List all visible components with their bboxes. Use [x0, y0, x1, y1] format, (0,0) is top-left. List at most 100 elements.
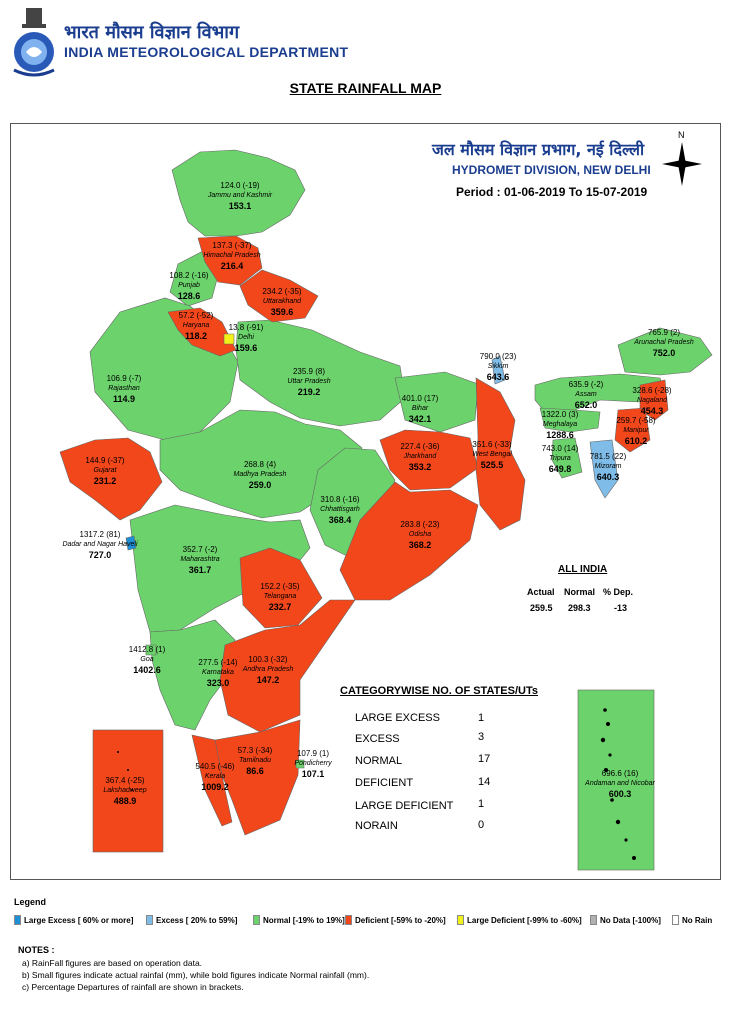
- state-delhi: [223, 333, 235, 345]
- category-label: NORMAL: [355, 755, 403, 767]
- state-label-punjab: 108.2 (-16) Punjab 128.6: [144, 271, 234, 301]
- state-name: West Bengal: [472, 451, 512, 458]
- state-label-jammu-and-kashmir: 124.0 (-19) Jammu and Kashmir 153.1: [195, 181, 285, 211]
- all-india-header-dep: % Dep.: [603, 587, 634, 597]
- state-bihar: [394, 371, 479, 433]
- state-normal: 1402.6: [133, 665, 161, 675]
- svg-text:N: N: [678, 130, 685, 140]
- state-kerala: [191, 734, 233, 827]
- state-actual: 144.9 (-37): [85, 456, 125, 465]
- state-label-kerala: 540.5 (-46) Kerala 1009.2: [170, 762, 260, 792]
- state-label-uttar-pradesh: 235.9 (8) Uttar Pradesh 219.2: [264, 367, 354, 397]
- period-label: Period : 01-06-2019 To 15-07-2019: [456, 185, 648, 199]
- state-label-tamilnadu: 57.3 (-34) Tamilnadu 86.6: [210, 746, 300, 776]
- legend-item: Normal [-19% to 19%]: [253, 915, 345, 925]
- state-normal: 219.2: [297, 387, 321, 397]
- state-name: Himachal Pradesh: [203, 252, 261, 259]
- state-name: Jammu and Kashmir: [207, 192, 273, 199]
- state-actual: 1412.8 (1): [128, 645, 166, 654]
- state-normal: 368.4: [328, 515, 352, 525]
- state-andhra: [219, 599, 356, 733]
- all-india-dep: -13: [614, 603, 628, 613]
- category-count: 1: [478, 798, 485, 810]
- state-tripura: [551, 437, 583, 479]
- legend-swatch: [345, 915, 352, 925]
- state-name: Uttar Pradesh: [287, 378, 331, 385]
- org-name-english: INDIA METEOROLOGICAL DEPARTMENT: [64, 44, 349, 60]
- state-label-delhi: 13.8 (-91) Delhi 159.6: [201, 323, 291, 353]
- state-label-pondicherry: 107.9 (1) Pondicherry 107.1: [268, 749, 358, 779]
- category-label: DEFICIENT: [355, 777, 414, 789]
- state-actual: 13.8 (-91): [228, 323, 264, 332]
- state-name: Manipur: [623, 427, 649, 434]
- legend-swatch: [253, 915, 260, 925]
- legend-item: Excess [ 20% to 59%]: [146, 915, 237, 925]
- state-actual: 328.6 (-28): [632, 386, 672, 395]
- state-name: Chhattisgarh: [320, 506, 360, 513]
- state-name: Goa: [140, 656, 154, 663]
- state-normal: 342.1: [408, 414, 432, 424]
- state-name: Sikkim: [487, 363, 509, 370]
- state-actual: 781.5 (22): [589, 452, 627, 461]
- state-mizoram: [589, 439, 619, 499]
- category-count: 14: [478, 776, 491, 788]
- state-telangana: [239, 547, 323, 629]
- state-normal: 259.0: [248, 480, 272, 490]
- state-name: Delhi: [238, 334, 254, 341]
- state-sikkim: [491, 355, 506, 385]
- legend-swatch: [457, 915, 464, 925]
- state-haryana: [167, 307, 237, 357]
- state-normal: 114.9: [112, 394, 136, 404]
- state-normal: 353.2: [408, 462, 432, 472]
- state-actual: 124.0 (-19): [220, 181, 260, 190]
- page-title: STATE RAINFALL MAP: [289, 80, 442, 96]
- legend-label: No Data [-100%]: [600, 915, 661, 925]
- state-normal: 525.5: [480, 460, 504, 470]
- state-label-himachal-pradesh: 137.3 (-37) Himachal Pradesh 216.4: [187, 241, 277, 271]
- note-item: b) Small figures indicate actual rainfal…: [22, 970, 370, 980]
- state-actual: 137.3 (-37): [212, 241, 252, 250]
- state-normal: 368.2: [408, 540, 432, 550]
- state-label-maharashtra: 352.7 (-2) Maharashtra 361.7: [155, 545, 245, 575]
- legend-label: Deficient [-59% to -20%]: [355, 915, 446, 925]
- state-label-rajasthan: 106.9 (-7) Rajasthan 114.9: [79, 374, 169, 404]
- division-name-hindi: जल मौसम विज्ञान प्रभाग, नई दिल्ली: [432, 140, 645, 159]
- all-india-header-actual: Actual: [527, 587, 555, 597]
- state-actual: 234.2 (-35): [262, 287, 302, 296]
- state-label-lakshadweep: 367.4 (-25) Lakshadweep 488.9: [80, 776, 170, 806]
- state-name: Bihar: [411, 405, 429, 412]
- map-frame: [10, 123, 721, 880]
- state-himachal: [197, 235, 263, 286]
- state-normal: 107.1: [301, 769, 325, 779]
- state-normal: 231.2: [93, 476, 117, 486]
- state-name: Andaman and Nicobar: [585, 780, 655, 787]
- state-actual: 351.6 (-33): [472, 440, 512, 449]
- state-label-manipur: 259.7 (-58) Manipur 610.2: [591, 416, 681, 446]
- division-name-english: HYDROMET DIVISION, NEW DELHI: [452, 163, 651, 177]
- state-normal: 1288.6: [546, 430, 574, 440]
- legend-item: No Rain: [672, 915, 712, 925]
- state-actual: 310.8 (-16): [320, 495, 360, 504]
- state-gujarat: [59, 437, 163, 521]
- state-name: Mizoram: [594, 463, 622, 470]
- state-actual: 401.0 (17): [401, 394, 439, 403]
- state-normal: 361.7: [188, 565, 212, 575]
- legend-label: Normal [-19% to 19%]: [263, 915, 345, 925]
- category-label: EXCESS: [355, 733, 400, 745]
- state-goa: [145, 644, 157, 656]
- state-normal: 359.6: [270, 307, 294, 317]
- state-actual: 765.9 (2): [647, 328, 681, 337]
- state-actual: 57.2 (-52): [178, 311, 214, 320]
- state-actual: 107.9 (1): [296, 749, 330, 758]
- state-nagaland: [639, 379, 669, 421]
- state-name: Karnataka: [202, 669, 234, 676]
- state-actual: 57.3 (-34): [237, 746, 273, 755]
- state-label-gujarat: 144.9 (-37) Gujarat 231.2: [60, 456, 150, 486]
- legend-item: No Data [-100%]: [590, 915, 661, 925]
- note-item: a) RainFall figures are based on operati…: [22, 958, 203, 968]
- all-india-actual: 259.5: [530, 603, 553, 613]
- state-normal: 323.0: [206, 678, 230, 688]
- state-actual: 259.7 (-58): [616, 416, 656, 425]
- state-arunachal: [617, 327, 713, 376]
- legend-item: Deficient [-59% to -20%]: [345, 915, 446, 925]
